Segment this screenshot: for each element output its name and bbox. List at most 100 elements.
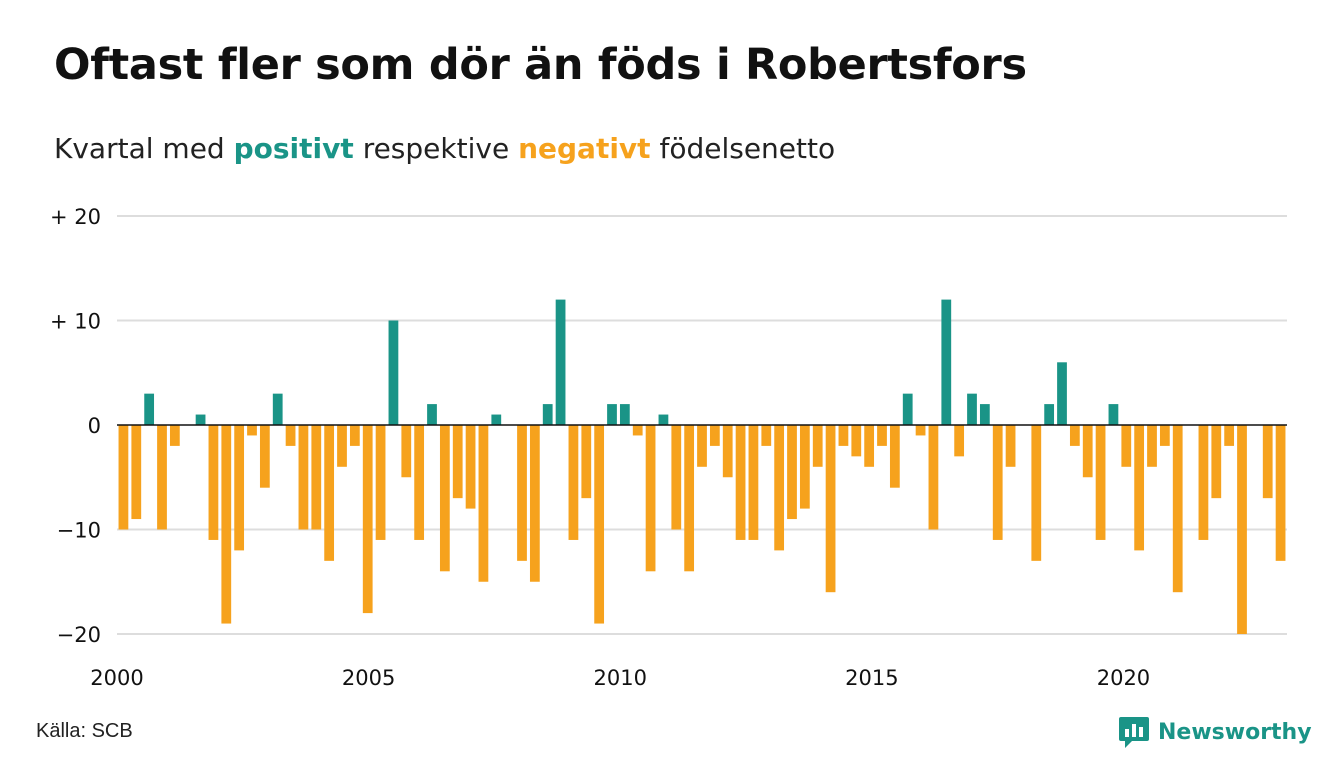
bar-negative: [208, 425, 219, 540]
bar-negative: [349, 425, 360, 446]
brand-logo: Newsworthy: [1118, 714, 1312, 750]
bar-positive: [1044, 404, 1055, 425]
bar-negative: [157, 425, 167, 530]
bars: [118, 299, 1286, 634]
bar-positive: [658, 414, 669, 425]
bar-positive: [388, 320, 399, 425]
bar-negative: [594, 425, 605, 624]
subtitle-middle: respektive: [362, 132, 510, 165]
bar-negative: [375, 425, 386, 540]
bar-negative: [1211, 425, 1222, 499]
bar-negative: [1237, 425, 1247, 634]
bar-negative: [1172, 425, 1183, 593]
bar-negative: [697, 425, 707, 467]
bar-negative: [401, 425, 412, 478]
bar-negative: [684, 425, 695, 572]
subtitle-suffix: födelsenetto: [659, 132, 836, 165]
newsworthy-chart-icon: [1119, 717, 1149, 748]
bar-negative: [221, 425, 232, 624]
bar-positive: [491, 414, 502, 425]
bar-negative: [1134, 425, 1145, 551]
bar-positive: [902, 393, 913, 425]
bar-negative: [169, 425, 180, 446]
bar-positive: [967, 393, 977, 425]
chart-title: Oftast fler som dör än föds i Robertsfor…: [54, 40, 1027, 90]
bar-negative: [748, 425, 759, 540]
source-note: Källa: SCB: [36, 720, 133, 742]
bar-negative: [131, 425, 142, 520]
bar-negative: [735, 425, 746, 540]
bar-negative: [452, 425, 463, 499]
bar-negative: [234, 425, 245, 551]
bar-positive: [619, 404, 630, 425]
bar-negative: [118, 425, 129, 530]
bar-negative: [709, 425, 720, 446]
x-tick-label: 2005: [342, 666, 395, 690]
y-tick-label: + 10: [50, 310, 101, 334]
y-axis: + 20 + 10 0 −10 −20: [50, 205, 101, 647]
bar-positive: [1057, 362, 1067, 425]
bar-negative: [1262, 425, 1273, 499]
bar-negative: [465, 425, 476, 509]
bar-negative: [838, 425, 849, 446]
bar-negative: [915, 425, 926, 436]
bar-negative: [799, 425, 810, 509]
chart-subtitle: Kvartal med positivt respektive negativt…: [54, 132, 835, 165]
bar-negative: [298, 425, 309, 530]
y-tick-label: 0: [88, 414, 101, 438]
bar-positive: [272, 393, 283, 425]
bar-positive: [607, 404, 617, 425]
brand-name: Newsworthy: [1158, 719, 1312, 745]
bar-negative: [992, 425, 1003, 540]
bar-negative: [568, 425, 579, 540]
bar-negative: [761, 425, 772, 446]
bar-negative: [1159, 425, 1170, 446]
bar-negative: [1275, 425, 1286, 561]
y-tick-label: −20: [57, 623, 101, 647]
x-tick-label: 2020: [1097, 666, 1150, 690]
bar-negative: [1005, 425, 1016, 467]
subtitle-positive-word: positivt: [233, 132, 354, 165]
bar-negative: [825, 425, 836, 593]
bar-negative: [1082, 425, 1093, 478]
bar-negative: [259, 425, 270, 488]
bar-positive: [941, 299, 952, 425]
bar-negative: [1031, 425, 1042, 561]
bar-negative: [414, 425, 425, 540]
bar-negative: [285, 425, 296, 446]
bar-negative: [722, 425, 733, 478]
bar-negative: [337, 425, 347, 467]
bar-negative: [1224, 425, 1235, 446]
bar-negative: [324, 425, 335, 561]
bar-negative: [787, 425, 797, 520]
bar-negative: [1095, 425, 1106, 540]
x-tick-label: 2010: [593, 666, 646, 690]
bar-negative: [581, 425, 592, 499]
bar-positive: [979, 404, 990, 425]
bar-negative: [877, 425, 887, 446]
bar-negative: [1069, 425, 1080, 446]
bar-negative: [362, 425, 373, 614]
bar-negative: [889, 425, 900, 488]
bar-positive: [542, 404, 553, 425]
bar-negative: [439, 425, 450, 572]
bar-negative: [1198, 425, 1209, 540]
bar-positive: [427, 404, 437, 425]
bar-negative: [247, 425, 257, 436]
bar-negative: [311, 425, 322, 530]
x-axis: 2000 2005 2010 2015 2020: [90, 666, 1150, 690]
bar-negative: [1147, 425, 1157, 467]
bar-negative: [1121, 425, 1132, 467]
subtitle-prefix: Kvartal med: [54, 132, 225, 165]
bar-negative: [928, 425, 939, 530]
bar-negative: [671, 425, 682, 530]
bar-negative: [851, 425, 862, 457]
bar-negative: [774, 425, 785, 551]
bar-negative: [864, 425, 875, 467]
bar-negative: [645, 425, 656, 572]
subtitle-negative-word: negativt: [518, 132, 651, 165]
y-tick-label: −10: [57, 519, 101, 543]
bar-negative: [954, 425, 965, 457]
y-tick-label: + 20: [50, 205, 101, 229]
